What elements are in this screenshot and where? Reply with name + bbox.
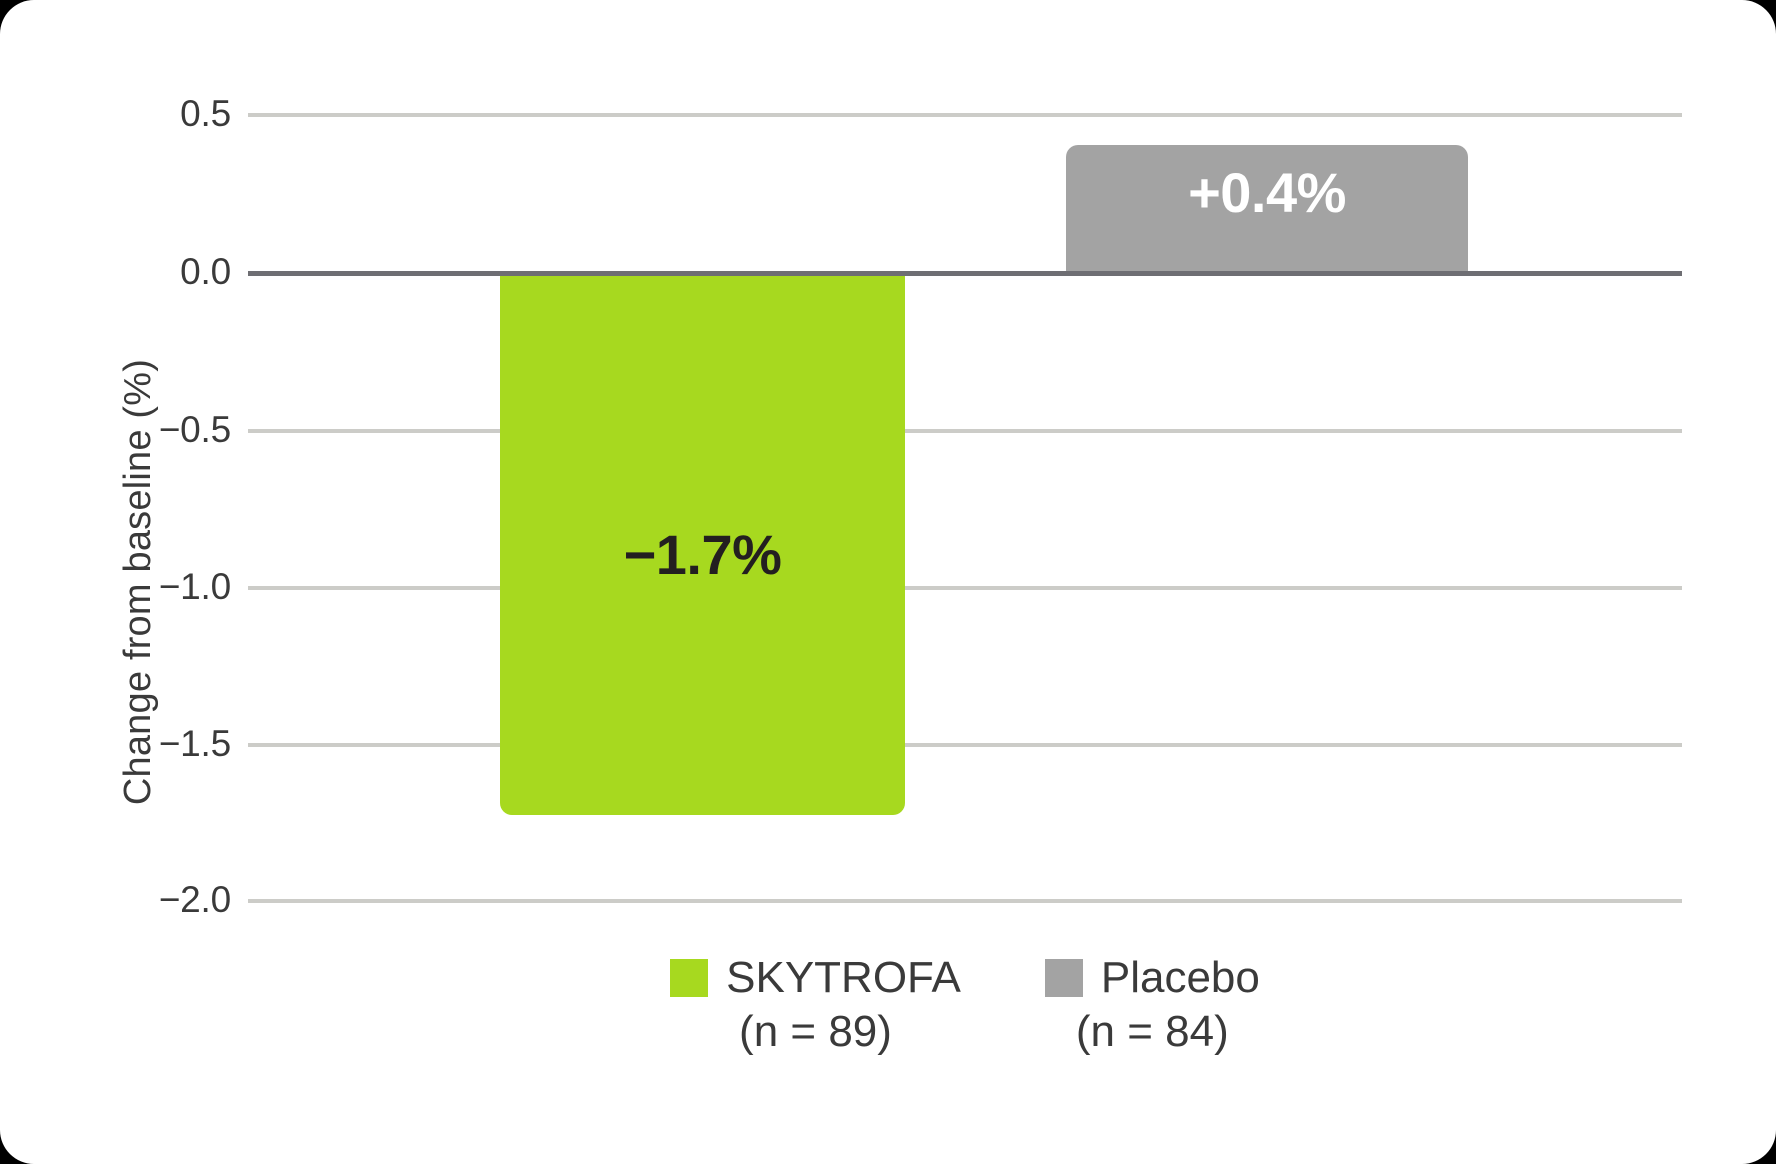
legend-top-skytrofa: SKYTROFA [670,953,961,1002]
bar-value-placebo: +0.4% [1188,161,1346,224]
legend-label-skytrofa: SKYTROFA [726,953,961,1002]
bar-skytrofa [500,273,905,815]
chart-legend: SKYTROFA (n = 89) Placebo (n = 84) [248,953,1682,1057]
y-axis-label: Change from baseline (%) [116,358,159,806]
legend-count-skytrofa: (n = 89) [739,1007,892,1057]
legend-count-placebo: (n = 84) [1075,1007,1229,1057]
bar-value-skytrofa: −1.7% [623,523,782,586]
legend-item-skytrofa: SKYTROFA (n = 89) [670,953,961,1057]
gridline-neg2.0 [248,899,1682,903]
gridline-0.5 [248,113,1682,117]
legend-item-placebo: Placebo (n = 84) [1044,953,1260,1057]
y-tick-label-neg1.5: −1.5 [158,723,231,764]
legend-label-placebo: Placebo [1100,953,1260,1002]
y-tick-label-neg2.0: −2.0 [158,879,231,920]
y-tick-label-neg1.0: −1.0 [158,566,231,607]
y-tick-label-0.5: 0.5 [180,93,231,134]
gridline-neg1.0 [248,586,1682,590]
legend-swatch-green-icon [670,959,709,998]
legend-top-placebo: Placebo [1044,953,1260,1002]
y-tick-label-neg0.5: −0.5 [158,409,231,450]
legend-swatch-gray-icon [1044,959,1083,998]
gridline-neg0.5 [248,429,1682,433]
y-tick-label-0.0: 0.0 [180,251,231,292]
gridline-zero [248,271,1682,276]
bar-placebo [1066,145,1468,273]
gridline-neg1.5 [248,743,1682,747]
